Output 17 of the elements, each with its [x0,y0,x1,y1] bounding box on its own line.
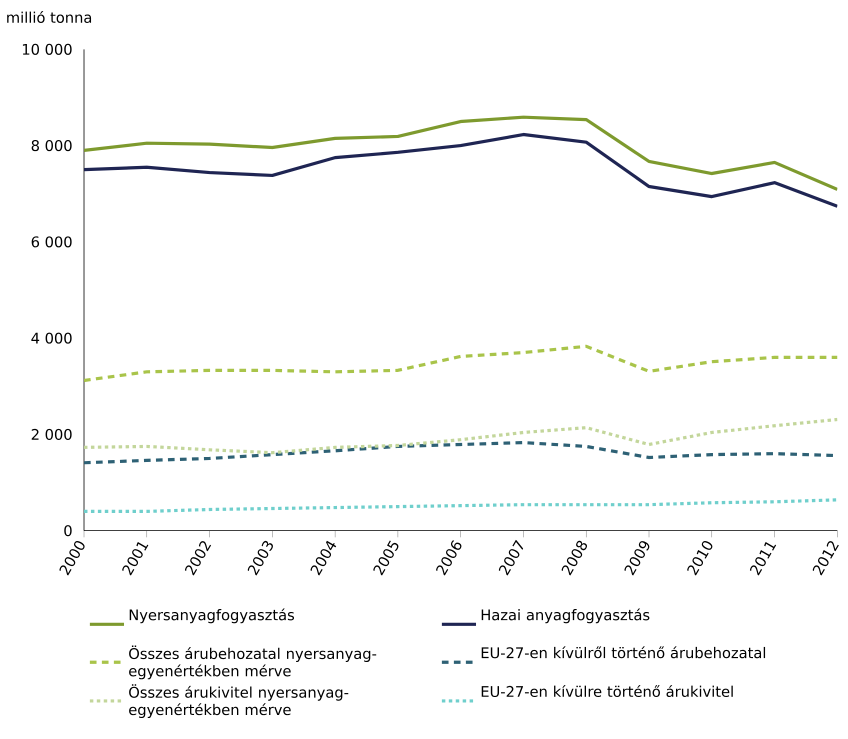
line-series [84,116,838,192]
legend-label: Összes árubehozatal nyersanyag-egyenértékben mérve [129,646,376,680]
legend-label: Nyersanyagfogyasztás [130,608,294,624]
line-series [84,418,838,454]
y-tick-label: 4 000 [31,332,72,344]
y-axis-title: millió tonna [7,11,92,24]
legend-label: EU-27-en kívülről történő árubehozatal [482,646,766,658]
legend-label: EU-27-en kívülre történő árukivitel [482,685,733,698]
line-series [84,133,838,208]
y-tick-label: 2 000 [32,429,72,440]
legend-label: Összes árukivitel nyersanyag-egyenértékben mérve [129,684,348,718]
legend-label: Hazai anyagfogyasztás [482,608,650,624]
y-tick-label: 10 000 [22,44,72,56]
y-tick-label: 0 [64,525,72,536]
y-tick-label: 6 000 [32,236,72,248]
y-tick-label: 8 000 [32,140,72,152]
line-series [84,344,838,382]
